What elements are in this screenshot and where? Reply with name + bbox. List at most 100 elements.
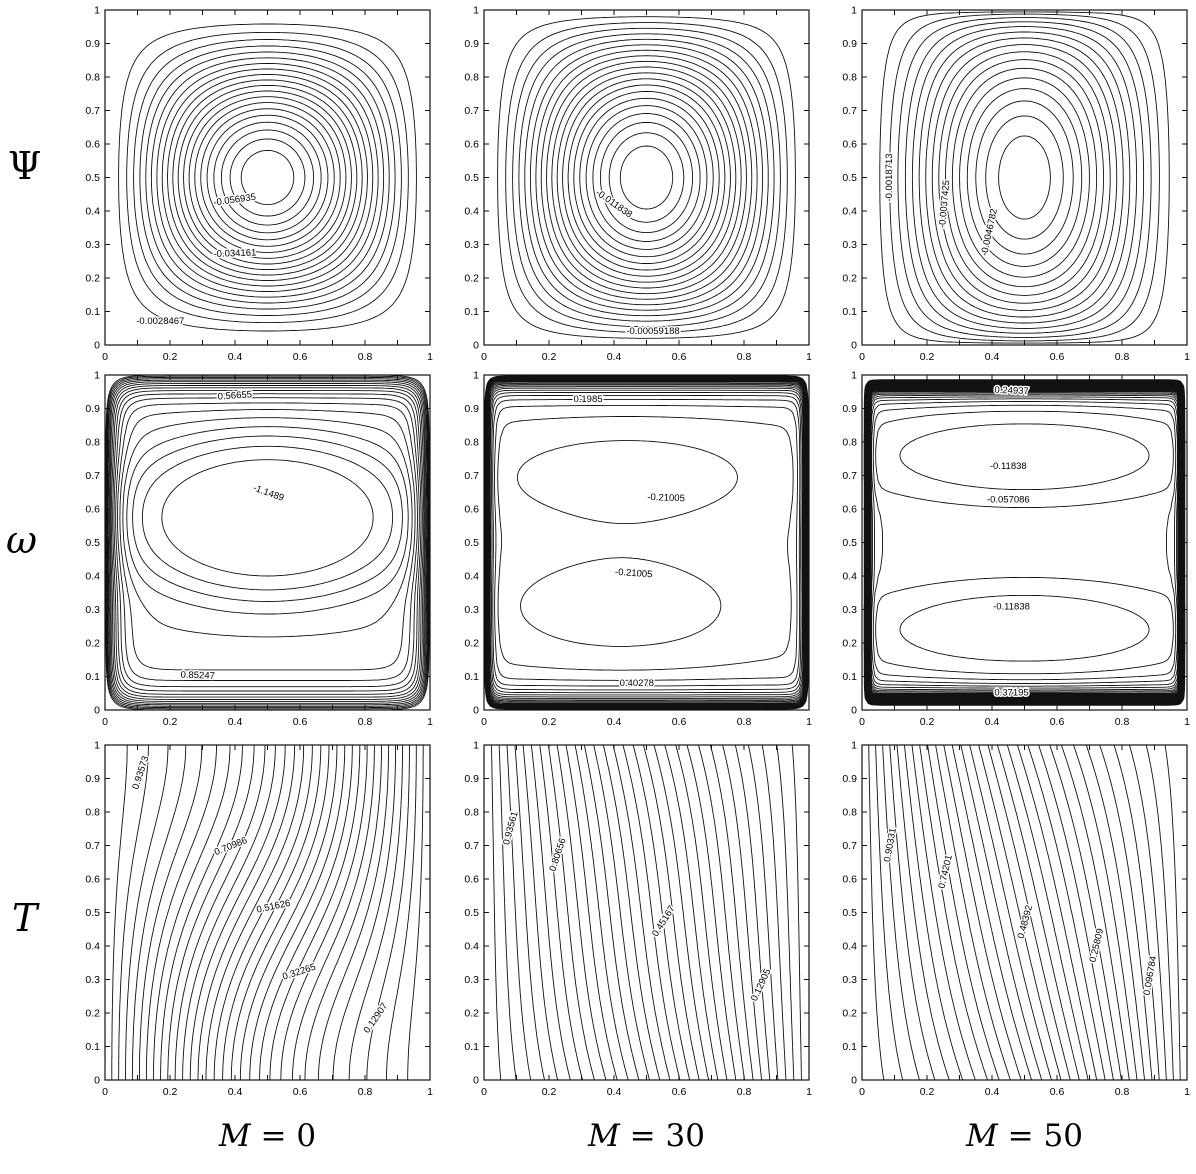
y-tick-label: 1 [94,740,100,752]
contour-value-label: -0.0046782 [979,208,1000,257]
y-tick-label: 0.7 [842,470,857,482]
y-tick-label: 0.3 [464,974,479,986]
x-tick-label: 1 [1184,351,1190,363]
y-tick-label: 0.6 [85,504,100,516]
x-tick-label: 0.8 [358,1086,373,1098]
y-tick-label: 0.9 [842,773,857,785]
x-tick-label: 0.6 [1050,716,1065,728]
contour-value-label: -0.11838 [993,602,1030,613]
y-tick-label: 0.5 [464,907,479,919]
x-tick-label: 1 [1184,1086,1190,1098]
contour-value-label: 0.74201 [936,854,954,890]
contour-plot-omega-m0: 0 0.2 0.4 0.6 0.8 1 0 0.1 0.2 0.3 0.4 0.5 0.6 0.7 0.8 0… [85,370,433,729]
y-tick-label: 0 [851,340,857,352]
x-tick-label: 0.4 [985,1086,1000,1098]
y-tick-label: 0.6 [842,504,857,516]
contour-plot-omega-m30: 0 0.2 0.4 0.6 0.8 1 0 0.1 0.2 0.3 0.4 0.5 0.6 0.7 0.8 0… [464,370,812,729]
x-tick-label: 0 [102,1086,108,1098]
y-tick-label: 0.4 [842,206,857,218]
y-tick-label: 0.8 [464,437,479,449]
y-tick-label: 0.2 [464,1008,479,1020]
x-tick-label: 1 [427,351,433,363]
y-tick-label: 0.8 [842,807,857,819]
y-tick-label: 0.4 [464,206,479,218]
x-tick-label: 0 [859,716,865,728]
caption-value: = 0 [250,1118,317,1154]
x-tick-label: 0.8 [737,1086,752,1098]
y-tick-label: 0.9 [85,38,100,50]
y-tick-label: 0.7 [464,840,479,852]
y-tick-label: 0.6 [85,874,100,886]
contour-value-label: 0.25809 [1088,927,1106,963]
y-tick-label: 0.4 [85,941,100,953]
y-tick-label: 1 [851,5,857,17]
x-tick-label: 1 [1184,716,1190,728]
y-tick-label: 0.6 [85,139,100,151]
contour-value-label: 0.70986 [213,835,249,858]
axis-ticks [104,374,431,711]
contour-plot-omega-m50: 0 0.2 0.4 0.6 0.8 1 0 0.1 0.2 0.3 0.4 0.5 0.6 0.7 0.8 0… [842,370,1190,729]
y-tick-label: 0.4 [842,571,857,583]
contour-value-label: -0.11838 [990,461,1027,472]
axis-ticks [861,744,1188,1081]
x-tick-label: 0.2 [163,1086,178,1098]
contour-plot-temp-m0: 0 0.2 0.4 0.6 0.8 1 0 0.1 0.2 0.3 0.4 0.5 0.6 0.7 0.8 0… [85,740,433,1099]
y-tick-label: 0.2 [842,638,857,650]
y-tick-label: 0.9 [842,38,857,50]
contour-lines [497,16,796,339]
y-tick-label: 0.7 [85,840,100,852]
contour-value-label: 0.85247 [180,670,215,682]
contour-value-label: -0.057086 [987,494,1030,505]
axis-box [861,9,1188,346]
y-tick-label: 0.4 [85,571,100,583]
y-tick-label: 0.6 [464,874,479,886]
y-tick-label: 0 [94,340,100,352]
caption-variable: M [966,1118,998,1154]
x-tick-label: 0.2 [920,716,935,728]
y-tick-label: 0.9 [464,403,479,415]
y-tick-label: 0 [473,340,479,352]
x-tick-label: 0.6 [293,716,308,728]
y-tick-label: 0.8 [85,437,100,449]
y-tick-label: 0.1 [842,671,857,683]
y-tick-label: 0.5 [842,907,857,919]
y-tick-label: 0.3 [842,239,857,251]
contour-value-label: -0.0018713 [884,153,895,201]
x-tick-label: 0.4 [228,1086,243,1098]
contour-value-label: -1.1489 [251,483,285,504]
y-tick-label: 0.3 [842,974,857,986]
x-tick-label: 0.6 [672,1086,687,1098]
y-tick-label: 0.6 [464,139,479,151]
x-tick-label: 0.6 [1050,351,1065,363]
y-tick-label: 0.9 [464,38,479,50]
y-tick-label: 0.3 [85,604,100,616]
x-tick-label: 0.6 [1050,1086,1065,1098]
axis-ticks [483,744,810,1081]
y-tick-label: 0.2 [464,638,479,650]
y-tick-label: 0.7 [842,105,857,117]
row-label-psi: Ψ [8,144,42,188]
x-tick-label: 0.4 [607,351,622,363]
y-tick-label: 0.5 [464,537,479,549]
contour-value-label: 0.90331 [882,827,899,863]
x-tick-label: 0.8 [358,351,373,363]
contour-value-label: -0.00059188 [626,326,679,337]
x-tick-label: 0.8 [358,716,373,728]
x-tick-label: 1 [427,716,433,728]
y-tick-label: 0.1 [842,306,857,318]
y-tick-label: 0.1 [85,671,100,683]
contour-lines [879,11,1170,344]
y-tick-label: 0.8 [842,437,857,449]
y-tick-label: 0.2 [842,1008,857,1020]
x-tick-label: 0.6 [293,351,308,363]
x-tick-label: 0 [481,351,487,363]
y-tick-label: 0.6 [842,139,857,151]
x-tick-label: 0.6 [293,1086,308,1098]
y-tick-label: 0.4 [842,941,857,953]
x-tick-label: 0.4 [607,1086,622,1098]
y-tick-label: 0.3 [464,604,479,616]
y-tick-label: 0.3 [842,604,857,616]
axis-box [483,744,810,1081]
contour-value-label: -0.21005 [647,492,685,504]
